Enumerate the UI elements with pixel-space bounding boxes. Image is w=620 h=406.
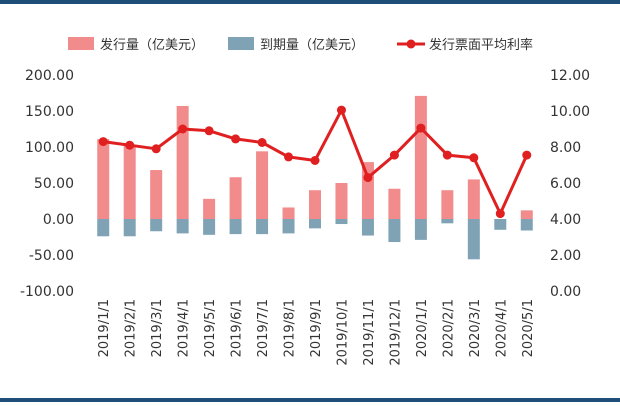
bar-issuance (203, 198, 216, 219)
bar-issuance (441, 190, 454, 219)
legend-maturity-label: 到期量（亿美元） (260, 38, 364, 53)
bar-issuance (150, 170, 163, 219)
rate-point (125, 140, 135, 150)
x-tick-label: 2020/2/1 (441, 299, 456, 357)
rate-point (469, 153, 479, 163)
left-tick-label: -100.00 (20, 284, 74, 300)
bar-maturity (520, 219, 533, 231)
x-tick-label: 2019/6/1 (230, 299, 245, 357)
rate-point (336, 105, 346, 115)
right-tick-label: 6.00 (550, 176, 581, 192)
bar-maturity (441, 219, 454, 224)
bar-maturity (282, 219, 295, 234)
rate-point (416, 123, 426, 133)
bar-issuance (176, 105, 189, 219)
x-tick-label: 2020/1/1 (415, 299, 430, 357)
x-tick-label: 2019/1/1 (97, 299, 112, 357)
bar-issuance (388, 188, 401, 219)
bar-issuance (97, 139, 110, 219)
x-tick-label: 2019/9/1 (309, 299, 324, 357)
legend-maturity-swatch (228, 37, 254, 50)
right-tick-label: 2.00 (550, 248, 581, 264)
bar-maturity (414, 219, 427, 240)
right-tick-label: 12.00 (550, 68, 590, 84)
left-tick-label: 100.00 (25, 140, 74, 156)
rate-point (495, 209, 505, 219)
x-tick-label: 2019/3/1 (150, 299, 165, 357)
rate-point (522, 150, 532, 160)
rate-point (442, 150, 452, 160)
x-tick-label: 2019/5/1 (203, 299, 218, 357)
right-tick-label: 0.00 (550, 284, 581, 300)
x-tick-label: 2019/10/1 (335, 299, 350, 366)
legend-issuance-swatch (68, 37, 94, 50)
rate-point (151, 144, 161, 154)
rate-line (98, 105, 532, 219)
x-tick-label: 2019/7/1 (256, 299, 271, 357)
bar-maturity (256, 219, 269, 235)
right-axis: 12.00 10.00 8.00 6.00 4.00 2.00 0.00 (550, 68, 590, 300)
bar-maturity (361, 219, 374, 236)
bar-issuance (309, 190, 321, 219)
bar-maturity (229, 219, 242, 235)
x-tick-label: 2020/3/1 (468, 299, 483, 357)
rate-point (363, 173, 373, 183)
x-tick-label: 2019/12/1 (388, 299, 403, 366)
rate-point (204, 126, 214, 136)
legend: 发行量（亿美元） 到期量（亿美元） 发行票面平均利率 (68, 37, 533, 53)
bar-maturity (97, 219, 110, 237)
legend-issuance-label: 发行量（亿美元） (100, 37, 204, 53)
bar-maturity (176, 219, 189, 234)
bottom-border (0, 398, 620, 402)
top-border (0, 0, 620, 4)
bar-issuance (256, 151, 269, 219)
rate-point (98, 137, 108, 147)
x-tick-label: 2019/11/1 (362, 299, 377, 366)
x-tick-label: 2019/4/1 (177, 299, 192, 357)
bar-maturity (150, 219, 163, 232)
rate-point (257, 138, 267, 147)
legend-rate-swatch-marker (406, 39, 416, 49)
right-tick-label: 8.00 (550, 140, 581, 156)
bar-issuance (282, 207, 295, 219)
bar-maturity (335, 219, 348, 225)
rate-point (310, 156, 320, 165)
x-tick-label: 2020/4/1 (494, 299, 509, 357)
x-tick-label: 2019/2/1 (124, 299, 139, 357)
bar-issuance (229, 177, 242, 219)
bar-maturity (309, 219, 321, 229)
bar-issuance (335, 183, 348, 219)
bar-maturity (388, 219, 401, 243)
bars (97, 95, 533, 260)
rate-point (284, 152, 294, 162)
left-tick-label: 150.00 (25, 104, 74, 120)
x-axis: 2019/1/1 2019/2/1 2019/3/1 2019/4/1 2019/5/1… (97, 299, 536, 366)
left-tick-label: 200.00 (25, 68, 74, 84)
rate-point (231, 134, 241, 144)
bar-issuance (123, 145, 136, 219)
bar-issuance (520, 210, 533, 219)
rate-point (178, 124, 188, 134)
left-tick-label: -50.00 (29, 248, 74, 264)
bar-maturity (467, 219, 480, 260)
x-tick-label: 2019/8/1 (283, 299, 298, 357)
left-tick-label: 0.00 (43, 212, 74, 228)
bar-issuance (414, 95, 427, 219)
bar-issuance (467, 179, 480, 219)
bar-maturity (123, 219, 136, 237)
legend-rate-label: 发行票面平均利率 (429, 37, 533, 53)
rate-point (389, 150, 399, 160)
left-tick-label: 50.00 (34, 176, 74, 192)
right-tick-label: 10.00 (550, 104, 590, 120)
bar-maturity (494, 219, 507, 230)
left-axis: 200.00 150.00 100.00 50.00 0.00 -50.00 -100.00 (20, 68, 74, 300)
bar-maturity (203, 219, 216, 235)
right-tick-label: 4.00 (550, 212, 581, 228)
x-tick-label: 2020/5/1 (521, 299, 536, 357)
